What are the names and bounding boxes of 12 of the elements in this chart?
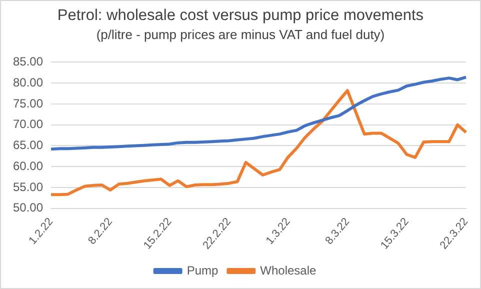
y-tick-label: 85.00 [13,54,44,69]
y-tick-label: 50.00 [13,200,44,215]
legend-label: Pump [186,263,218,278]
y-tick-label: 55.00 [13,180,44,194]
chart-subtitle: (p/litre - pump prices are minus VAT and fuel duty) [95,27,386,42]
y-tick-label: 75.00 [13,96,44,110]
y-tick-label: 65.00 [13,138,44,152]
legend-label: Wholesale [260,263,317,278]
chart-title: Petrol: wholesale cost versus pump price movements [56,7,425,25]
y-tick-label: 80.00 [13,75,44,90]
y-tick-label: 70.00 [13,117,44,132]
y-tick-label: 60.00 [13,158,44,173]
